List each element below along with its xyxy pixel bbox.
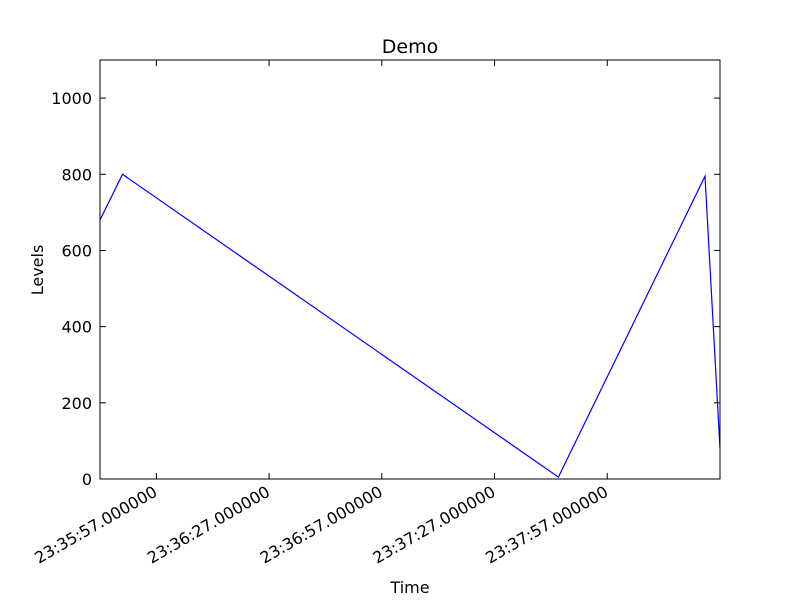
x-tick-label: 23:36:57.000000 xyxy=(257,482,386,567)
y-tick-label: 200 xyxy=(61,394,92,413)
x-tick-label: 23:37:57.000000 xyxy=(482,482,611,567)
chart-title: Demo xyxy=(382,36,438,58)
x-tick-label: 23:37:27.000000 xyxy=(370,482,499,567)
y-axis-label: Levels xyxy=(28,245,47,296)
y-tick-label: 600 xyxy=(61,241,92,260)
x-axis-label: Time xyxy=(389,578,429,597)
y-tick-label: 400 xyxy=(61,318,92,337)
series-line xyxy=(99,173,721,478)
y-tick-label: 1000 xyxy=(51,89,92,108)
x-tick-label: 23:36:27.000000 xyxy=(144,482,273,567)
x-tick-label: 23:35:57.000000 xyxy=(31,482,160,567)
y-tick-label: 800 xyxy=(61,165,92,184)
y-tick-label: 0 xyxy=(82,470,92,489)
plot-frame xyxy=(99,59,721,480)
